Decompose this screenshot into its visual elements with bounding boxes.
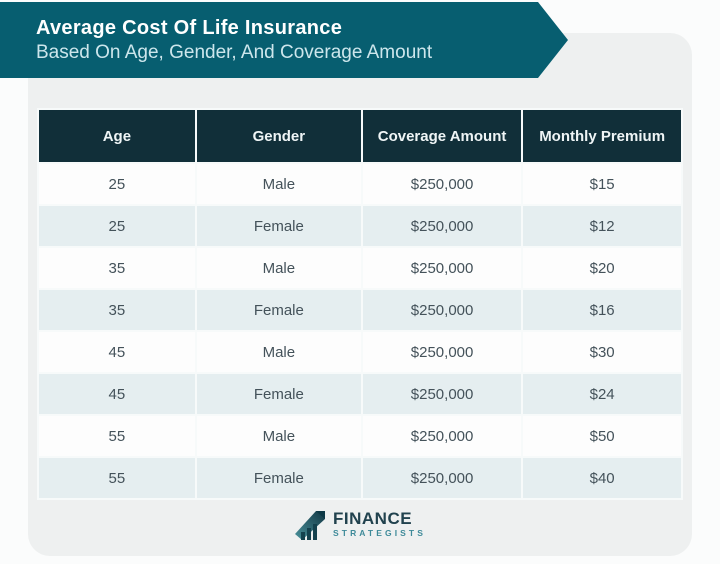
table-cell: $250,000: [360, 456, 524, 500]
table-cell: $20: [521, 246, 683, 290]
table-cell: $250,000: [360, 372, 524, 416]
table-cell: $250,000: [360, 414, 524, 458]
insurance-cost-table: Age Gender Coverage Amount Monthly Premi…: [37, 108, 683, 500]
table-body: 25 Male $250,000 $15 25 Female $250,000 $12 35 Ma…: [37, 162, 683, 500]
page-title: Average Cost Of Life Insurance: [36, 16, 343, 39]
table-cell: 45: [37, 372, 197, 416]
logo-text: FINANCE STRATEGISTS: [333, 510, 426, 538]
page-subtitle: Based On Age, Gender, And Coverage Amoun…: [36, 41, 433, 63]
table-cell: Male: [194, 246, 363, 290]
table-row: 35 Female $250,000 $16: [37, 288, 683, 332]
table-row: 55 Female $250,000 $40: [37, 456, 683, 500]
table-cell: $15: [521, 162, 683, 206]
table-cell: 25: [37, 162, 197, 206]
table-cell: $40: [521, 456, 683, 500]
table-cell: 35: [37, 246, 197, 290]
table-cell: $250,000: [360, 204, 524, 248]
table-row: 25 Male $250,000 $15: [37, 162, 683, 206]
logo-tagline: STRATEGISTS: [333, 528, 426, 539]
table-cell: $50: [521, 414, 683, 458]
title-banner: Average Cost Of Life Insurance Based On …: [0, 2, 568, 78]
table-cell: $250,000: [360, 330, 524, 374]
column-header-age: Age: [37, 108, 197, 164]
table-row: 45 Female $250,000 $24: [37, 372, 683, 416]
table-cell: Female: [194, 204, 363, 248]
table-row: 35 Male $250,000 $20: [37, 246, 683, 290]
table-row: 45 Male $250,000 $30: [37, 330, 683, 374]
column-header-gender: Gender: [194, 108, 363, 164]
table-cell: 35: [37, 288, 197, 332]
table-cell: Female: [194, 372, 363, 416]
table-cell: Female: [194, 288, 363, 332]
table-row: 25 Female $250,000 $12: [37, 204, 683, 248]
table-header-row: Age Gender Coverage Amount Monthly Premi…: [37, 108, 683, 164]
table-cell: 55: [37, 456, 197, 500]
table-cell: $250,000: [360, 246, 524, 290]
bar-chart-arrow-icon: [295, 511, 326, 540]
table-row: 55 Male $250,000 $50: [37, 414, 683, 458]
table-cell: Male: [194, 330, 363, 374]
table-cell: Female: [194, 456, 363, 500]
table-cell: Male: [194, 162, 363, 206]
table-cell: $30: [521, 330, 683, 374]
table-cell: $24: [521, 372, 683, 416]
column-header-coverage-amount: Coverage Amount: [360, 108, 524, 164]
table-cell: 45: [37, 330, 197, 374]
finance-strategists-logo: FINANCE STRATEGISTS: [294, 508, 426, 540]
logo-name: FINANCE: [333, 509, 413, 529]
table-cell: $16: [521, 288, 683, 332]
table-cell: 55: [37, 414, 197, 458]
table-cell: Male: [194, 414, 363, 458]
table-cell: $250,000: [360, 162, 524, 206]
table-cell: $12: [521, 204, 683, 248]
column-header-monthly-premium: Monthly Premium: [521, 108, 683, 164]
table-cell: 25: [37, 204, 197, 248]
table-cell: $250,000: [360, 288, 524, 332]
